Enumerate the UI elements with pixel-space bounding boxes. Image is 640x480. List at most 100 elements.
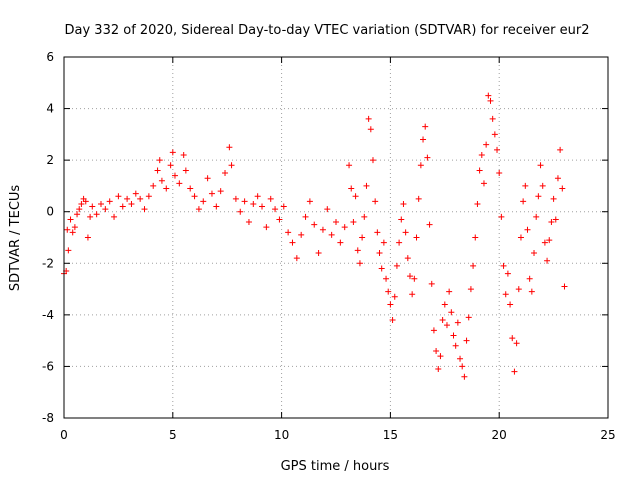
y-tick-label: -4: [42, 308, 54, 322]
data-point: [156, 157, 163, 164]
data-point: [346, 162, 353, 169]
data-point: [509, 335, 516, 342]
data-point: [387, 301, 394, 308]
data-point: [119, 203, 126, 210]
data-point: [402, 229, 409, 236]
data-point: [150, 182, 157, 189]
data-point: [446, 288, 453, 295]
data-point: [531, 249, 538, 256]
data-point: [267, 195, 274, 202]
data-point: [552, 216, 559, 223]
data-point: [65, 247, 72, 254]
data-point: [124, 195, 131, 202]
data-point: [324, 206, 331, 213]
data-point: [333, 219, 339, 226]
data-point: [204, 175, 211, 182]
data-point: [228, 162, 235, 169]
data-point: [437, 353, 444, 360]
data-point: [428, 280, 435, 287]
data-point: [328, 231, 335, 238]
data-point: [237, 208, 244, 215]
x-axis-label: GPS time / hours: [281, 459, 390, 474]
data-point: [515, 286, 522, 293]
data-point: [511, 368, 518, 375]
data-point: [341, 224, 348, 231]
data-point: [513, 340, 520, 347]
data-point: [452, 342, 459, 349]
x-tick-label: 15: [383, 428, 398, 442]
data-point: [87, 213, 94, 220]
data-point: [548, 219, 555, 226]
data-point: [182, 167, 189, 174]
data-point: [389, 317, 396, 324]
data-point: [494, 146, 501, 153]
data-point: [145, 193, 152, 200]
data-point: [480, 180, 487, 187]
data-point: [496, 170, 503, 177]
data-point: [396, 239, 403, 246]
data-point: [378, 265, 385, 272]
data-point: [171, 172, 178, 179]
data-point: [517, 234, 524, 241]
data-point: [293, 255, 300, 262]
data-point: [115, 193, 122, 200]
data-point: [208, 190, 215, 197]
data-point: [259, 203, 266, 210]
data-point: [498, 213, 505, 220]
data-point: [315, 249, 322, 256]
data-point: [528, 288, 535, 295]
data-point: [352, 193, 359, 200]
data-point: [441, 301, 448, 308]
data-point: [213, 203, 220, 210]
data-point: [180, 151, 187, 158]
x-tick-label: 10: [274, 428, 289, 442]
data-point: [226, 144, 233, 151]
data-point: [443, 322, 450, 329]
x-tick-label: 5: [169, 428, 177, 442]
data-point: [507, 301, 514, 308]
data-point: [524, 226, 531, 233]
data-point: [272, 206, 279, 213]
y-tick-label: 4: [46, 102, 54, 116]
data-point: [254, 193, 261, 200]
data-point: [537, 162, 544, 169]
data-point: [132, 190, 139, 197]
data-point: [491, 131, 498, 138]
data-point: [67, 216, 74, 223]
data-point: [467, 286, 474, 293]
data-point: [500, 262, 507, 269]
data-point: [487, 97, 494, 104]
data-point: [191, 193, 198, 200]
data-point: [489, 115, 496, 122]
data-point: [557, 146, 564, 153]
data-point: [106, 198, 113, 205]
data-point: [439, 317, 446, 324]
y-tick-label: -8: [42, 411, 54, 425]
data-point: [544, 257, 551, 264]
data-point: [374, 229, 381, 236]
data-point: [319, 226, 326, 233]
x-tick-label: 25: [600, 428, 615, 442]
data-point: [450, 332, 457, 339]
data-point: [78, 200, 85, 207]
data-point: [430, 327, 437, 334]
data-point: [474, 200, 481, 207]
data-point: [289, 239, 296, 246]
data-point: [250, 200, 257, 207]
data-point: [376, 249, 383, 256]
data-point: [417, 162, 424, 169]
data-point: [391, 293, 398, 300]
data-point: [356, 260, 363, 267]
data-point: [222, 170, 229, 177]
data-point: [470, 262, 477, 269]
data-point: [176, 180, 183, 187]
axis-ticks: 0 5 10 15 20 25 -8 -6 -4 -2 0 2 4 6: [42, 50, 616, 442]
data-point: [302, 213, 309, 220]
data-point: [504, 270, 511, 277]
data-point: [476, 167, 483, 174]
y-tick-label: 0: [46, 205, 54, 219]
data-point: [128, 200, 135, 207]
data-point: [361, 213, 368, 220]
data-point: [241, 198, 248, 205]
data-point: [71, 224, 78, 231]
